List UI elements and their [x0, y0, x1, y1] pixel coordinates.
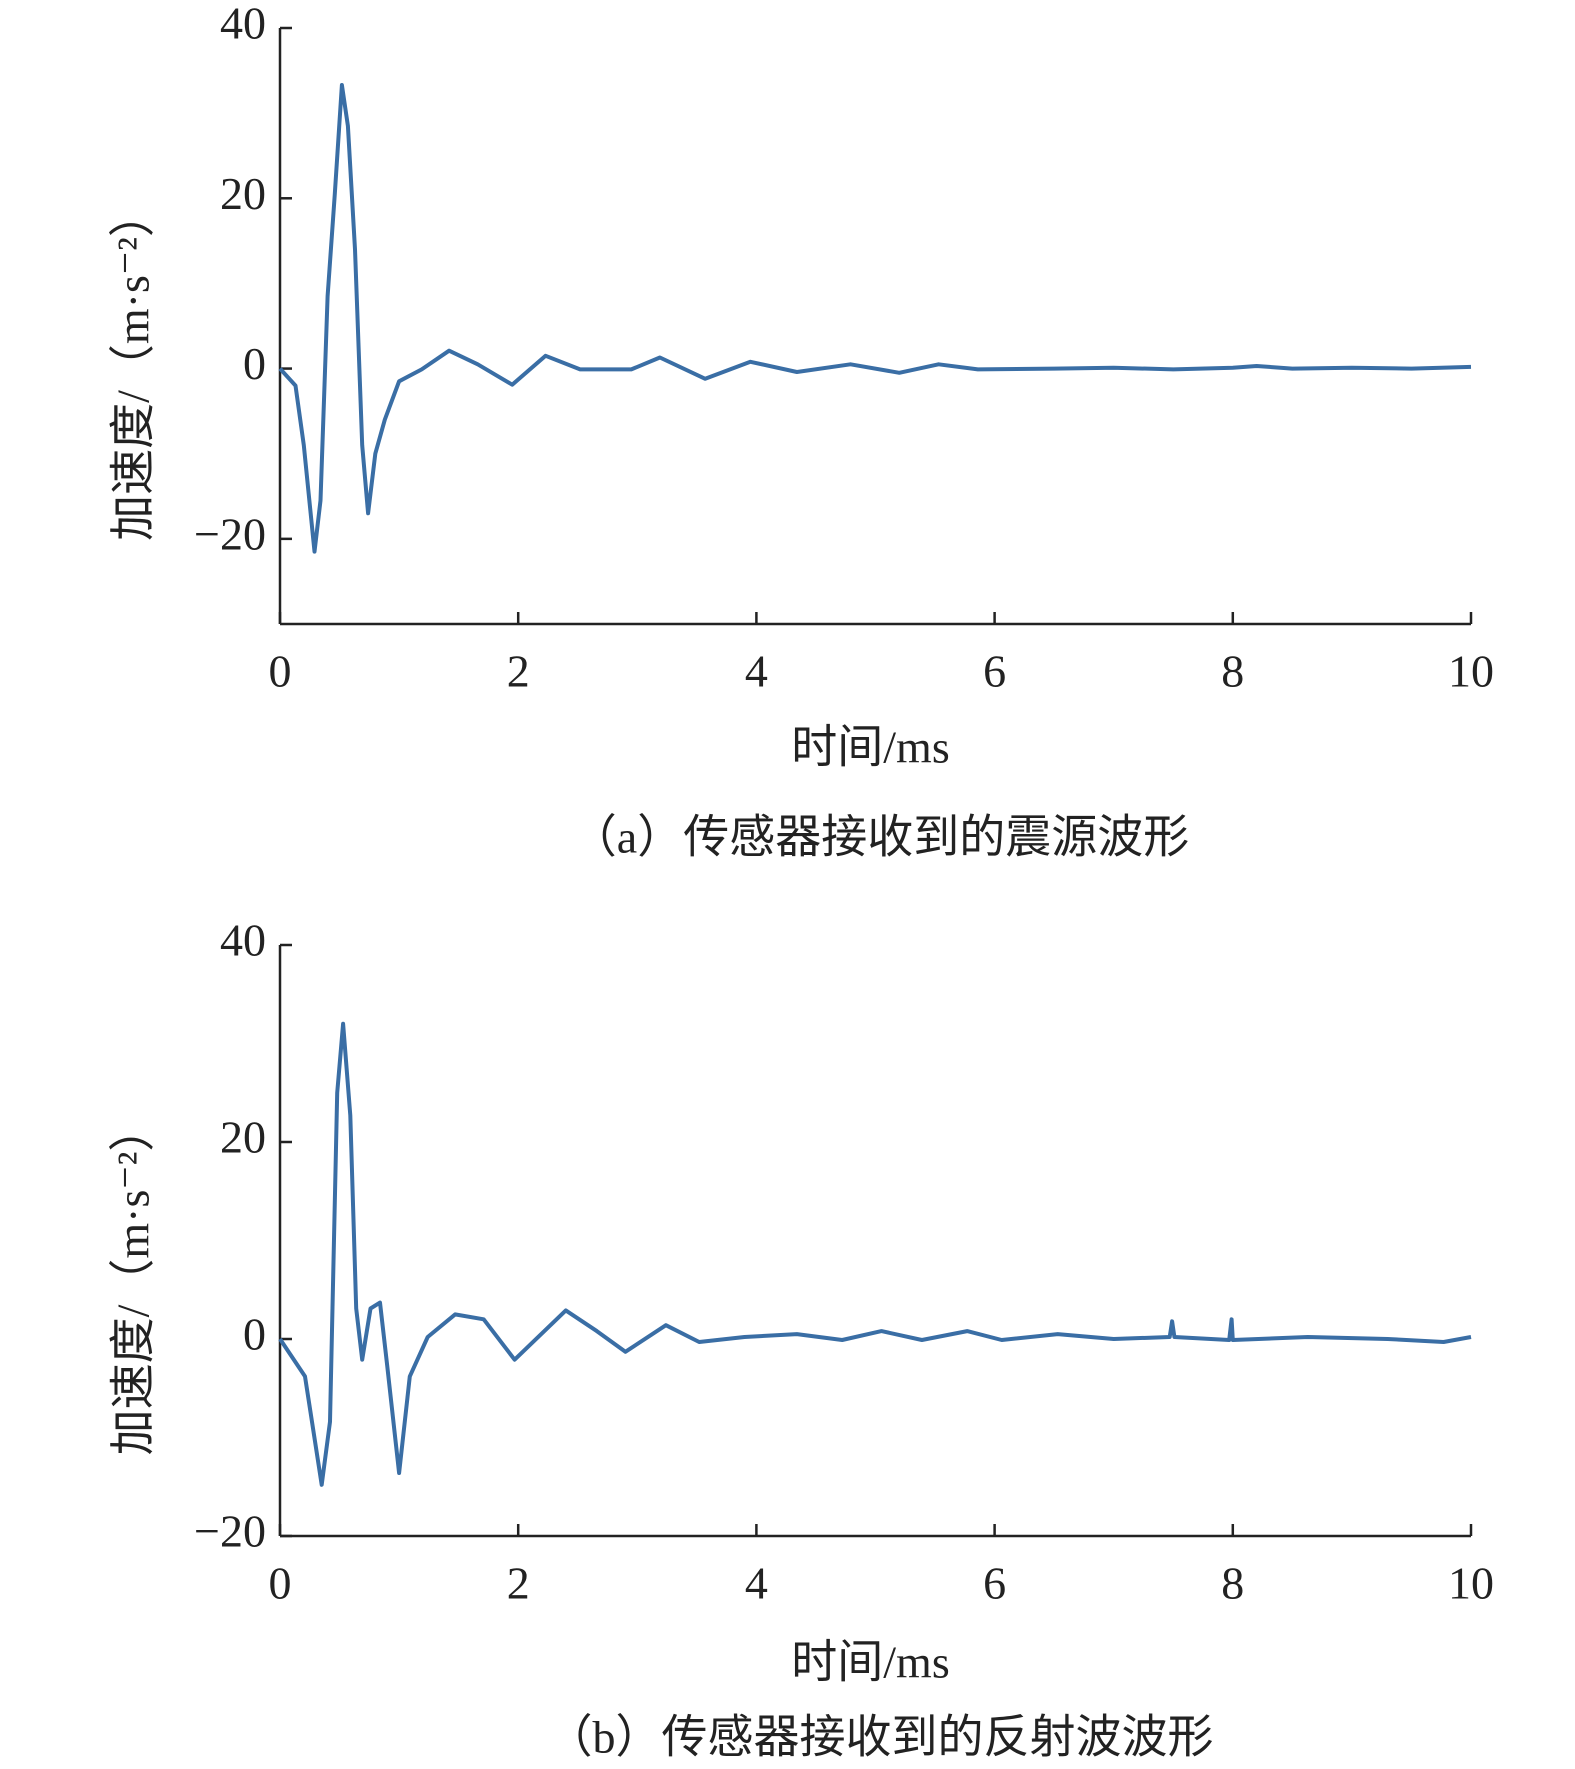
x-tick-label: 2	[507, 1558, 530, 1609]
x-tick-label: 0	[269, 646, 292, 697]
y-tick-label: 40	[220, 0, 266, 49]
y-tick-label: −20	[194, 1506, 266, 1557]
x-tick-label: 10	[1448, 1558, 1494, 1609]
x-tick-label: 4	[745, 646, 768, 697]
waveform	[278, 1021, 1472, 1487]
y-tick-label: 20	[220, 1112, 266, 1163]
y-axis-label: 加速度/（m·s⁻²）	[108, 1106, 159, 1456]
x-tick-label: 6	[983, 1558, 1006, 1609]
y-tick-label: 0	[243, 1309, 266, 1360]
x-axis-label: 时间/ms	[791, 722, 949, 773]
x-axis-label: 时间/ms	[791, 1637, 949, 1688]
x-tick-label: 0	[269, 1558, 292, 1609]
x-tick-label: 2	[507, 646, 530, 697]
y-axis-label: 加速度/（m·s⁻²）	[108, 191, 159, 541]
caption: （a）传感器接收到的震源波形	[571, 812, 1189, 863]
y-tick-label: 20	[220, 168, 266, 219]
x-tick-label: 10	[1448, 646, 1494, 697]
x-tick-label: 6	[983, 646, 1006, 697]
x-tick-label: 8	[1221, 646, 1244, 697]
y-tick-label: −20	[194, 508, 266, 559]
waveform	[278, 83, 1472, 554]
y-tick-label: 40	[220, 915, 266, 966]
y-tick-label: 0	[243, 338, 266, 389]
x-tick-label: 4	[745, 1558, 768, 1609]
x-tick-label: 8	[1221, 1558, 1244, 1609]
caption: （b）传感器接收到的反射波波形	[547, 1712, 1214, 1763]
